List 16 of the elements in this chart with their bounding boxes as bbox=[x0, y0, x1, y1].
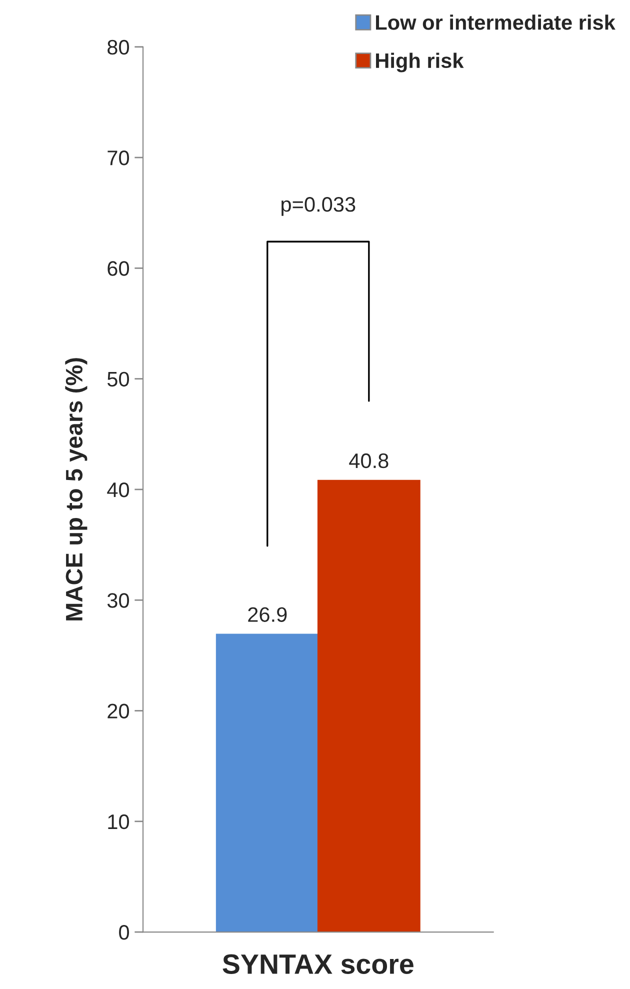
y-axis-title: MACE up to 5 years (%) bbox=[65, 358, 88, 620]
y-tick-label: 30 bbox=[107, 593, 130, 608]
y-tick-label: 10 bbox=[108, 814, 130, 830]
legend-label: High risk bbox=[376, 52, 464, 72]
data-label: 40.8 bbox=[349, 453, 388, 468]
y-tick-label: 70 bbox=[108, 150, 130, 166]
x-axis-title: SYNTAX score bbox=[222, 954, 414, 974]
y-tick-label: 40 bbox=[107, 482, 130, 498]
legend-label: Low or intermediate risk bbox=[376, 14, 616, 30]
y-tick-label: 20 bbox=[108, 704, 130, 718]
annotation: p=0.033 bbox=[282, 197, 356, 216]
y-tick-label: 50 bbox=[107, 372, 130, 387]
y-tick-label: 60 bbox=[108, 261, 130, 276]
y-tick-label: 0 bbox=[119, 925, 129, 940]
y-tick-label: 80 bbox=[108, 40, 130, 55]
data-label: 26.9 bbox=[248, 607, 287, 622]
